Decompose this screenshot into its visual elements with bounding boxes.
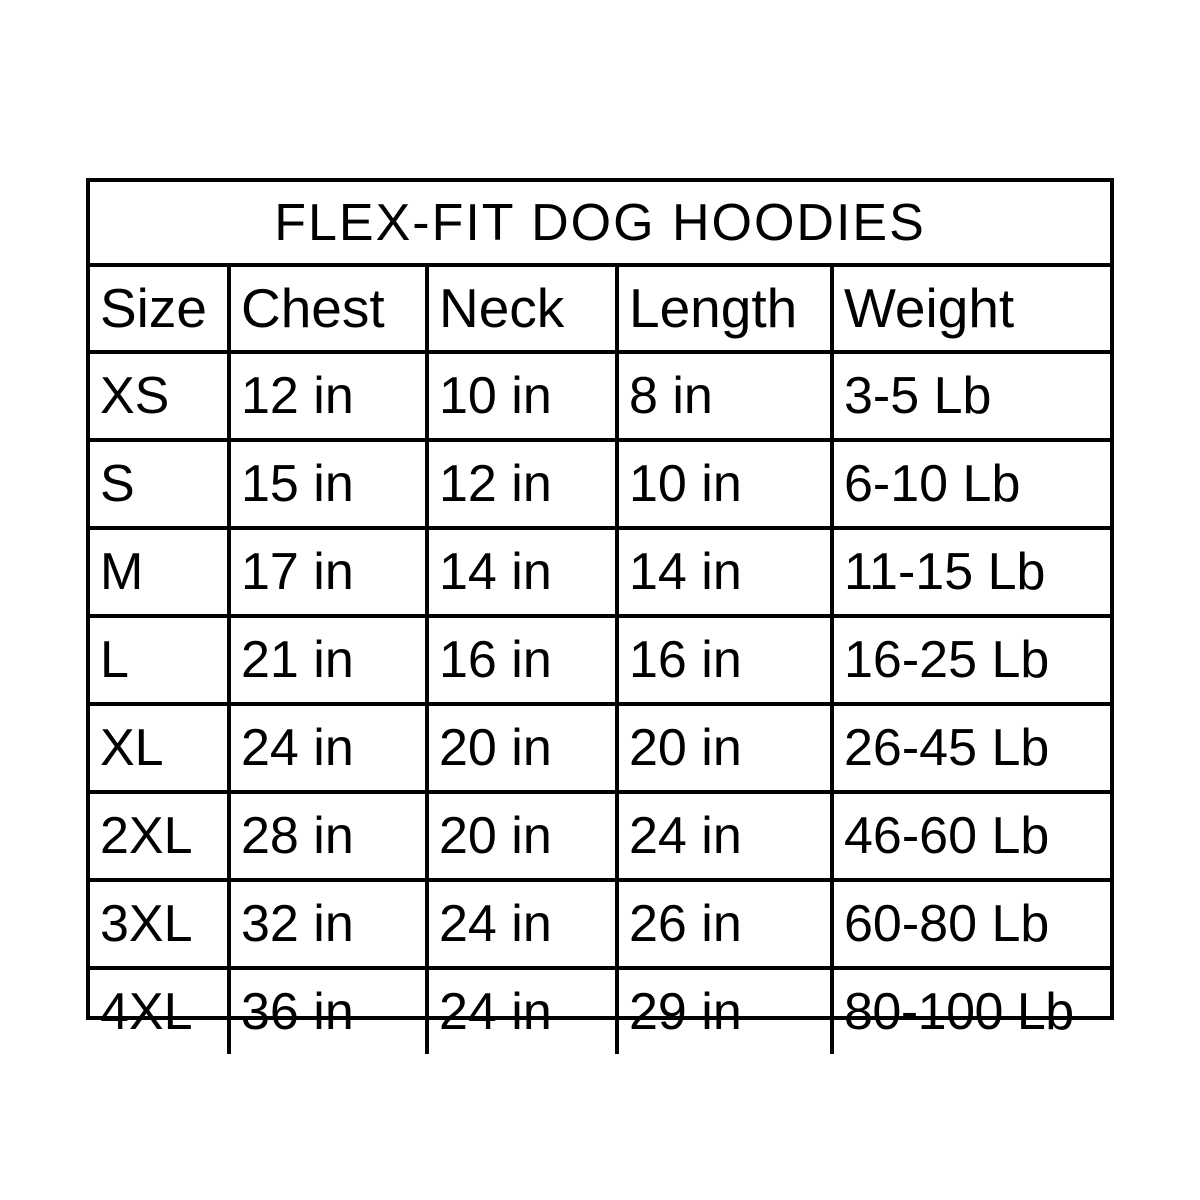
table-row: L 21 in 16 in 16 in 16-25 Lb	[90, 616, 1110, 706]
cell-weight: 11-15 Lb	[832, 528, 1110, 618]
cell-chest: 21 in	[229, 616, 429, 706]
cell-neck: 20 in	[427, 792, 619, 882]
cell-neck: 14 in	[427, 528, 619, 618]
cell-size: XS	[90, 352, 231, 442]
cell-neck: 16 in	[427, 616, 619, 706]
cell-weight: 3-5 Lb	[832, 352, 1110, 442]
cell-chest: 32 in	[229, 880, 429, 970]
cell-weight: 80-100 Lb	[844, 983, 1074, 1041]
table-row: 3XL 32 in 24 in 26 in 60-80 Lb	[90, 880, 1110, 970]
table-row: 2XL 28 in 20 in 24 in 46-60 Lb	[90, 792, 1110, 882]
cell-chest: 17 in	[229, 528, 429, 618]
cell-chest: 15 in	[229, 440, 429, 530]
cell-length: 16 in	[617, 616, 834, 706]
cell-length: 8 in	[617, 352, 834, 442]
cell-size: L	[90, 616, 231, 706]
cell-size: XL	[90, 704, 231, 794]
cell-weight: 16-25 Lb	[832, 616, 1110, 706]
cell-weight: 46-60 Lb	[832, 792, 1110, 882]
cell-chest: 12 in	[229, 352, 429, 442]
cell-neck: 12 in	[427, 440, 619, 530]
cell-neck: 24 in	[427, 880, 619, 970]
column-header-chest: Chest	[229, 265, 429, 354]
cell-chest: 36 in	[229, 968, 429, 1054]
chart-title: FLEX-FIT DOG HOODIES	[90, 182, 1110, 267]
cell-neck: 10 in	[427, 352, 619, 442]
cell-size: S	[90, 440, 231, 530]
cell-weight: 60-80 Lb	[832, 880, 1110, 970]
table-row: XL 24 in 20 in 20 in 26-45 Lb	[90, 704, 1110, 794]
cell-length: 20 in	[617, 704, 834, 794]
cell-weight: 6-10 Lb	[832, 440, 1110, 530]
cell-length: 26 in	[617, 880, 834, 970]
cell-chest: 24 in	[229, 704, 429, 794]
column-header-weight: Weight	[832, 265, 1110, 354]
size-chart-table-container: FLEX-FIT DOG HOODIES Size Chest Neck Len…	[86, 178, 1114, 1054]
cell-length: 10 in	[617, 440, 834, 530]
column-header-length: Length	[617, 265, 834, 354]
cell-length: 24 in	[617, 792, 834, 882]
cell-size: 2XL	[90, 792, 231, 882]
table-row: M 17 in 14 in 14 in 11-15 Lb	[90, 528, 1110, 618]
cell-length: 29 in	[617, 968, 834, 1054]
cell-weight: 26-45 Lb	[832, 704, 1110, 794]
table-title-row: FLEX-FIT DOG HOODIES	[90, 182, 1110, 267]
cell-size: 4XL	[90, 968, 231, 1054]
cell-chest: 28 in	[229, 792, 429, 882]
table-row: XS 12 in 10 in 8 in 3-5 Lb	[90, 352, 1110, 442]
cell-size: M	[90, 528, 231, 618]
table-row: S 15 in 12 in 10 in 6-10 Lb	[90, 440, 1110, 530]
column-header-size: Size	[90, 265, 231, 354]
cell-neck: 20 in	[427, 704, 619, 794]
cell-length: 14 in	[617, 528, 834, 618]
cell-size: 3XL	[90, 880, 231, 970]
cell-neck: 24 in	[427, 968, 619, 1054]
table-row: 4XL 36 in 24 in 29 in 80-100 Lb	[90, 968, 1110, 1054]
size-chart-table: FLEX-FIT DOG HOODIES Size Chest Neck Len…	[90, 182, 1110, 1054]
table-header-row: Size Chest Neck Length Weight	[90, 265, 1110, 354]
column-header-neck: Neck	[427, 265, 619, 354]
